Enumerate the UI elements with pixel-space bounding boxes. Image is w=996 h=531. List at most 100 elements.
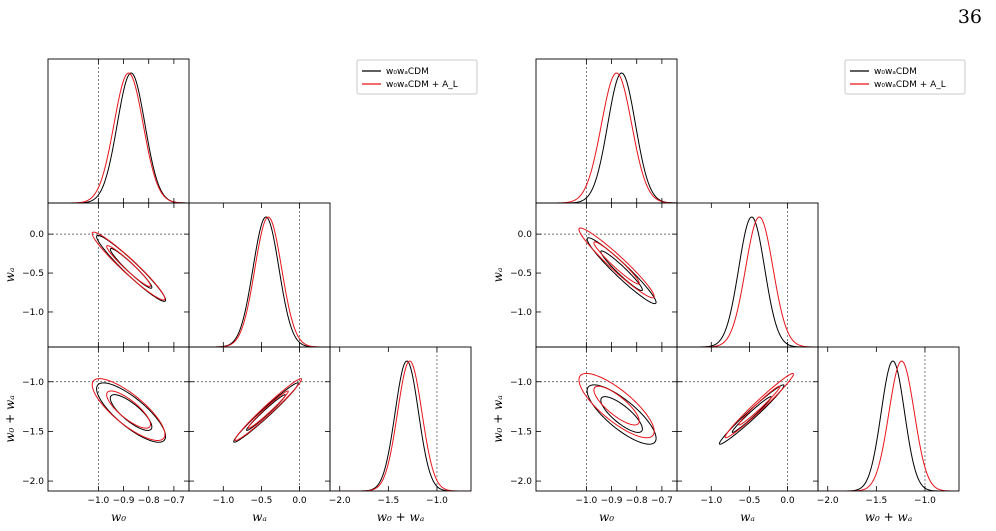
x-tick-label-wa: −0.5 <box>250 496 272 506</box>
y-axis-label-wa: wₐ <box>491 268 505 283</box>
x-tick-label-w0: −0.7 <box>651 496 673 506</box>
x-tick-label-w0wa: −1.5 <box>377 496 399 506</box>
x-tick-label-w0wa: −1.0 <box>426 496 448 506</box>
x-tick-label-wa: −1.0 <box>212 496 234 506</box>
cell-frame <box>47 202 190 348</box>
cell-wa-wa <box>676 202 819 348</box>
cell-w0-w0wa: −1.0 −0.9 −0.8 −0.7 −2.0 −1.5 −1.0 <box>510 346 678 506</box>
x-tick-label-wa: 0.0 <box>780 496 795 506</box>
cell-w0-wa: −1.0 −0.5 0.0 <box>510 202 678 348</box>
marginal-curve-w0wa-series-1 <box>330 360 471 491</box>
marginal-curve-wa-series-1 <box>677 216 818 347</box>
cell-frame <box>535 346 678 492</box>
x-axis-label-wa: wₐ <box>252 510 267 524</box>
contour-wa-w0wa-series-1-level-0 <box>738 385 781 426</box>
x-axis-label-w0: w₀ <box>111 510 126 524</box>
y-tick-label-w0wa: −1.5 <box>22 427 44 437</box>
y-tick-label-wa: 0.0 <box>518 230 533 240</box>
cell-frame <box>188 202 331 348</box>
page-number: 36 <box>957 6 982 28</box>
contour-wa-w0wa-series-0-level-0 <box>731 396 772 433</box>
cell-frame <box>817 346 960 492</box>
x-tick-label-w0wa: −1.5 <box>865 496 887 506</box>
y-axis-label-wa: wₐ <box>3 268 17 283</box>
y-tick-label-wa: −1.0 <box>22 308 44 318</box>
cell-frame <box>47 58 190 204</box>
corner-plot-left: −1.0−0.50.0−1.0 −0.9 −0.8 −0.7−2.0−1.5−1.0−… <box>3 58 478 524</box>
legend-label-0: w₀wₐCDM <box>874 67 917 77</box>
x-tick-label-w0: −0.7 <box>163 496 185 506</box>
legend: w₀wₐCDM w₀wₐCDM + A_L <box>844 59 966 95</box>
contour-wa-w0wa-series-1-level-0 <box>247 390 289 429</box>
x-axis-label-wa: wₐ <box>740 510 755 524</box>
cell-w0wa-w0wa: −2.0 −1.5 −1.0 <box>817 346 960 506</box>
contour-w0-w0wa-series-0-level-0 <box>109 394 153 431</box>
y-axis-label-w0wa: w₀ + wₐ <box>3 395 17 443</box>
contour-w0-wa-series-1-level-0 <box>106 245 151 287</box>
cell-w0-w0 <box>47 58 190 204</box>
contour-w0-w0wa-series-0-level-1 <box>586 384 657 445</box>
y-tick-label-wa: −1.0 <box>510 308 532 318</box>
contour-w0-wa-series-1-level-1 <box>91 231 166 301</box>
x-tick-label-w0: −0.8 <box>138 496 160 506</box>
marginal-curve-wa-series-0 <box>189 216 330 347</box>
marginal-curve-w0wa-series-0 <box>330 360 471 491</box>
contour-w0-w0wa-series-1-level-1 <box>578 372 655 439</box>
contour-w0-wa-series-0-level-0 <box>600 250 643 292</box>
x-tick-label-wa: −1.0 <box>700 496 722 506</box>
y-tick-label-w0wa: −2.0 <box>22 477 44 487</box>
y-tick-label-wa: 0.0 <box>30 230 45 240</box>
contour-w0-w0wa-series-0-level-0 <box>600 396 643 433</box>
marginal-curve-wa-series-0 <box>677 216 818 347</box>
cell-w0-w0 <box>535 58 678 204</box>
cell-w0-wa: −1.0 −0.5 0.0 <box>22 202 190 348</box>
marginal-curve-w0wa-series-0 <box>818 360 959 491</box>
contour-w0-wa-series-0-level-1 <box>586 237 657 305</box>
legend-box <box>356 59 478 95</box>
y-tick-label-w0wa: −1.0 <box>22 378 44 388</box>
contour-w0-wa-series-1-level-1 <box>578 227 655 299</box>
marginal-curve-wa-series-1 <box>189 216 330 347</box>
x-axis-label-w0wa: w₀ + wₐ <box>377 510 425 524</box>
x-tick-label-w0wa: −1.0 <box>914 496 936 506</box>
legend-label-1: w₀wₐCDM + A_L <box>874 80 946 90</box>
marginal-curve-w0-series-0 <box>48 72 189 203</box>
y-tick-label-w0wa: −1.0 <box>510 378 532 388</box>
legend-label-0: w₀wₐCDM <box>386 67 429 77</box>
cell-frame <box>188 346 331 492</box>
x-tick-label-wa: 0.0 <box>292 496 307 506</box>
y-axis-label-w0wa: w₀ + wₐ <box>491 395 505 443</box>
cell-wa-w0wa: −1.0 −0.5 0.0 <box>188 346 331 506</box>
contour-w0-wa-series-1-level-0 <box>593 241 640 285</box>
marginal-curve-w0-series-1 <box>536 72 677 203</box>
x-tick-label-wa: −0.5 <box>738 496 760 506</box>
cell-wa-w0wa: −1.0 −0.5 0.0 <box>676 346 819 506</box>
y-tick-label-wa: −0.5 <box>510 269 532 279</box>
legend-box <box>844 59 966 95</box>
marginal-curve-w0wa-series-1 <box>818 360 959 491</box>
cell-frame <box>47 346 190 492</box>
cell-wa-wa <box>188 202 331 348</box>
contour-wa-w0wa-series-1-level-1 <box>234 378 302 441</box>
x-axis-label-w0wa: w₀ + wₐ <box>865 510 913 524</box>
contour-w0-w0wa-series-0-level-1 <box>96 382 167 443</box>
contour-wa-w0wa-series-0-level-0 <box>246 394 286 431</box>
contour-w0-wa-series-0-level-0 <box>109 248 153 289</box>
cell-w0-w0wa: −1.0 −0.9 −0.8 −0.7 −2.0 −1.5 −1.0 <box>22 346 190 506</box>
x-axis-label-w0: w₀ <box>599 510 614 524</box>
x-tick-label-w0wa: −2.0 <box>329 496 351 506</box>
marginal-curve-w0-series-0 <box>536 72 677 203</box>
x-tick-label-w0: −0.9 <box>113 496 135 506</box>
contour-w0-w0wa-series-1-level-0 <box>106 390 151 429</box>
y-tick-label-w0wa: −1.5 <box>510 427 532 437</box>
cell-frame <box>676 346 819 492</box>
y-tick-label-wa: −0.5 <box>22 269 44 279</box>
x-tick-label-w0: −0.9 <box>601 496 623 506</box>
x-tick-label-w0: −1.0 <box>575 496 597 506</box>
contour-w0-w0wa-series-1-level-0 <box>593 385 640 426</box>
cell-frame <box>535 202 678 348</box>
contour-w0-w0wa-series-1-level-1 <box>91 378 166 441</box>
cell-w0wa-w0wa: −2.0 −1.5 −1.0 <box>329 346 472 506</box>
x-tick-label-w0wa: −2.0 <box>817 496 839 506</box>
